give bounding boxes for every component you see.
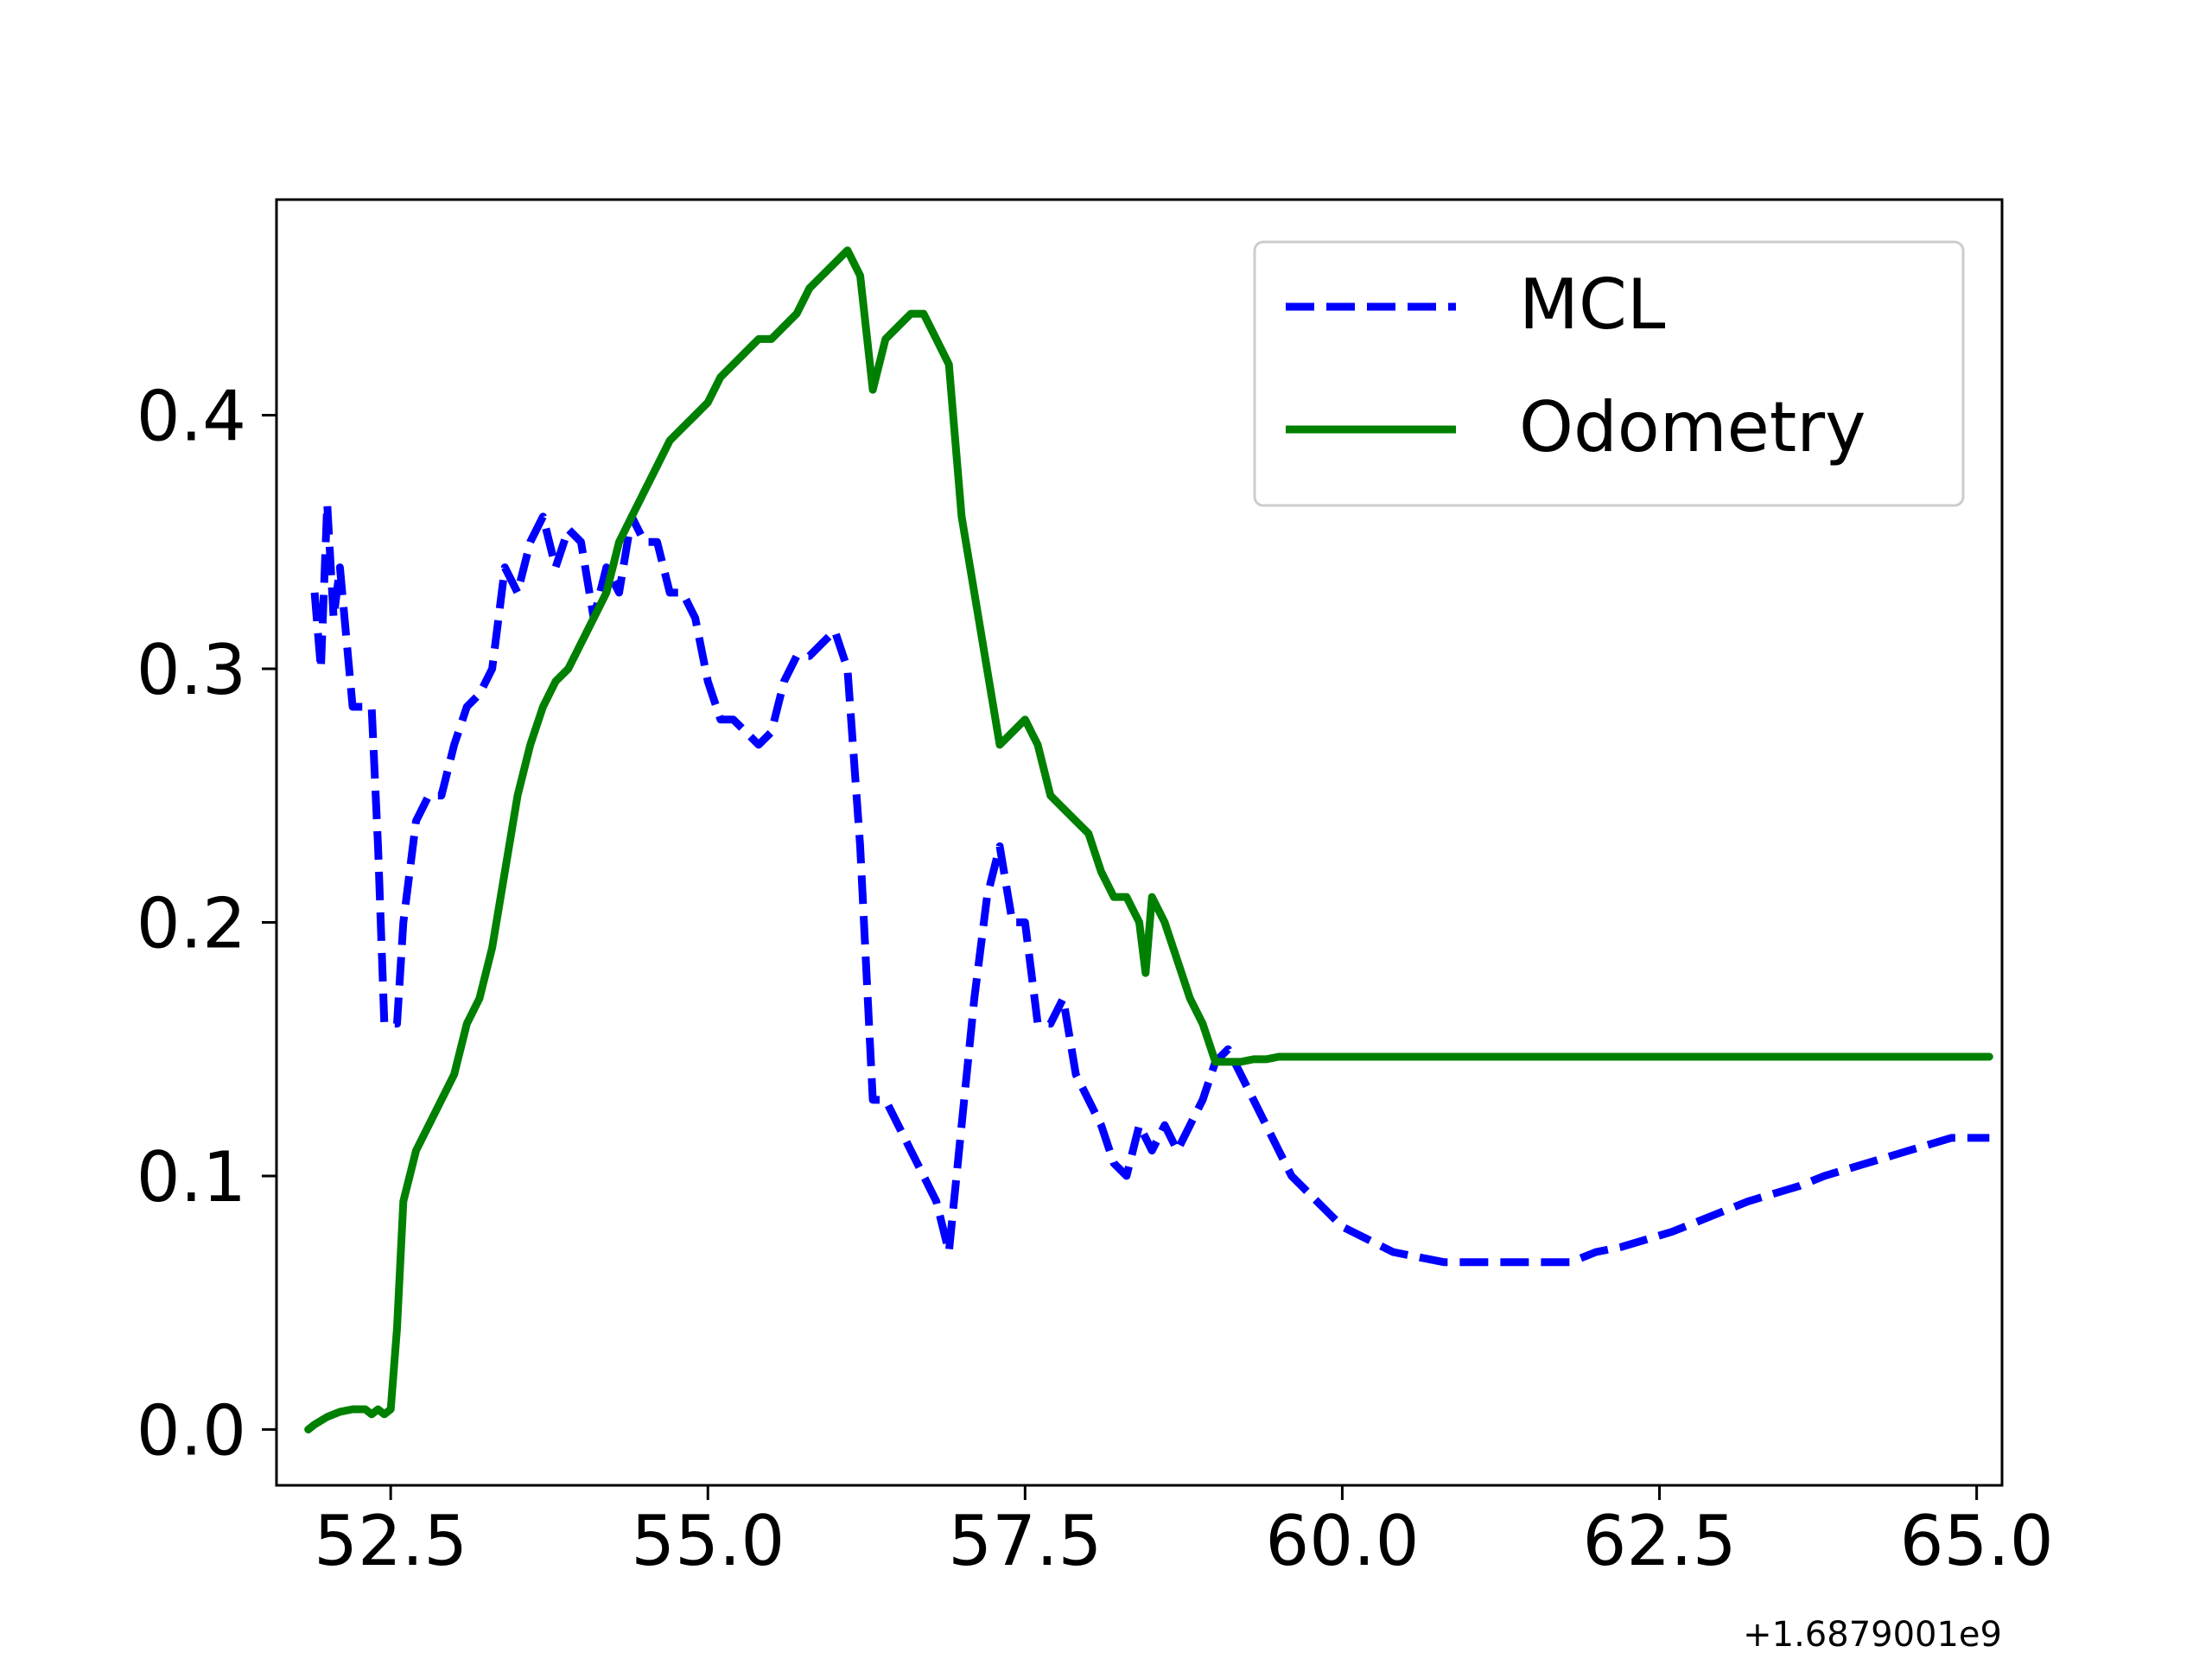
x-tick-label: 62.5 — [1582, 1501, 1736, 1581]
y-tick-label: 0.1 — [137, 1137, 246, 1217]
x-tick-label: 65.0 — [1900, 1501, 2054, 1581]
x-tick-label: 55.0 — [631, 1501, 785, 1581]
series-line-mcl — [310, 499, 1990, 1267]
y-tick-label: 0.4 — [137, 376, 246, 456]
x-tick-label: 52.5 — [314, 1501, 467, 1581]
x-tick-label: 60.0 — [1265, 1501, 1419, 1581]
x-offset-label: +1.6879001e9 — [1743, 1615, 2002, 1655]
legend: MCL Odometry — [1253, 240, 1965, 507]
x-tick-label: 57.5 — [948, 1501, 1102, 1581]
x-axis: 52.5 55.0 57.5 60.0 62.5 65.0 — [314, 1485, 2054, 1581]
y-axis: 0.0 0.1 0.2 0.3 0.4 — [137, 376, 276, 1471]
series-layer — [304, 246, 1993, 1433]
y-tick-label: 0.0 — [137, 1390, 246, 1471]
legend-label-mcl: MCL — [1519, 264, 1666, 345]
y-tick-label: 0.2 — [137, 883, 246, 963]
plot-frame — [275, 198, 2004, 1487]
y-tick-label: 0.3 — [137, 630, 246, 710]
legend-label-odometry: Odometry — [1519, 387, 1866, 467]
series-line-odometry — [304, 246, 1993, 1433]
